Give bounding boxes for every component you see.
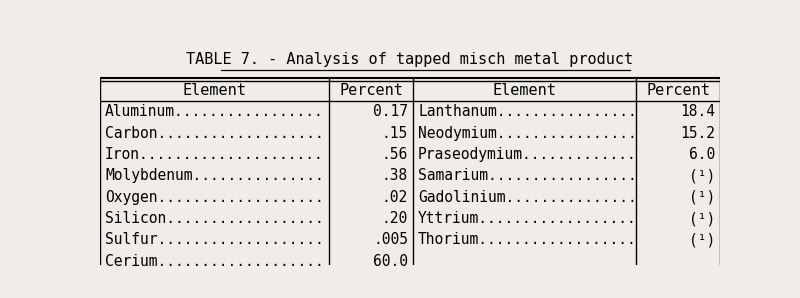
Text: Gadolinium...............: Gadolinium............... [418,190,637,205]
Text: Percent: Percent [646,83,710,98]
Text: 6.0: 6.0 [689,147,715,162]
Text: Praseodymium.............: Praseodymium............. [418,147,637,162]
Text: .15: .15 [382,126,408,141]
Text: Element: Element [493,83,557,98]
Text: Element: Element [182,83,246,98]
Text: Cerium...................: Cerium................... [105,254,324,269]
Text: 18.4: 18.4 [680,105,715,119]
Text: Neodymium................: Neodymium................ [418,126,637,141]
Text: Yttrium..................: Yttrium.................. [418,211,637,226]
Text: .005: .005 [373,232,408,248]
Text: Samarium.................: Samarium................. [418,168,637,184]
Text: Sulfur...................: Sulfur................... [105,232,324,248]
Text: (¹): (¹) [689,211,715,226]
Text: Lanthanum................: Lanthanum................ [418,105,637,119]
Text: Aluminum.................: Aluminum................. [105,105,324,119]
Text: Thorium..................: Thorium.................. [418,232,637,248]
Text: .20: .20 [382,211,408,226]
Text: 0.17: 0.17 [373,105,408,119]
Text: Silicon..................: Silicon.................. [105,211,324,226]
Text: (¹): (¹) [689,190,715,205]
Text: Molybdenum...............: Molybdenum............... [105,168,324,184]
Text: 60.0: 60.0 [373,254,408,269]
Text: Iron.....................: Iron..................... [105,147,324,162]
Text: .02: .02 [382,190,408,205]
Text: .38: .38 [382,168,408,184]
Text: Percent: Percent [339,83,403,98]
Text: Carbon...................: Carbon................... [105,126,324,141]
Text: (¹): (¹) [689,168,715,184]
Text: Oxygen...................: Oxygen................... [105,190,324,205]
Text: TABLE 7. - Analysis of tapped misch metal product: TABLE 7. - Analysis of tapped misch meta… [186,52,634,67]
Text: (¹): (¹) [689,232,715,248]
Text: 15.2: 15.2 [680,126,715,141]
Text: .56: .56 [382,147,408,162]
